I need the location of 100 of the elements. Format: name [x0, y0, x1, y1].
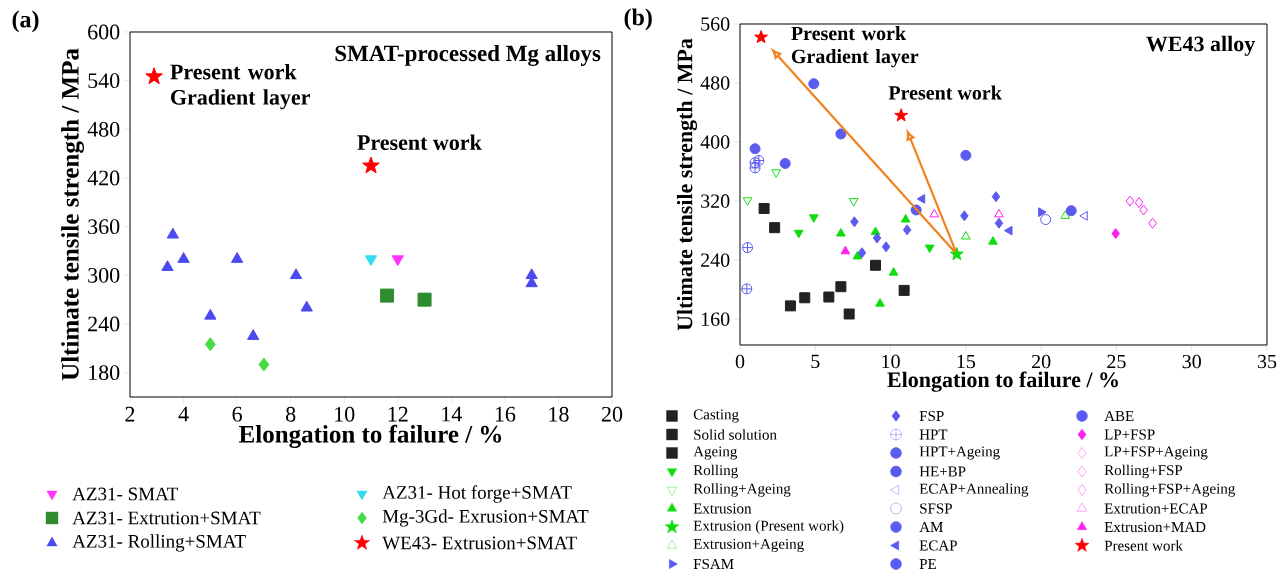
legend-label: HE+BP	[919, 466, 966, 477]
y-tick-label: 540	[88, 73, 120, 89]
point	[1038, 207, 1047, 217]
point	[870, 259, 882, 271]
point	[888, 267, 899, 276]
point	[749, 157, 761, 169]
point	[848, 198, 859, 207]
y-tick-label: 600	[88, 24, 120, 40]
point	[1125, 195, 1135, 207]
x-tick-label: 30	[1182, 354, 1201, 369]
x-tick-label: 20	[1032, 354, 1051, 369]
y-tick-label: 160	[701, 312, 730, 326]
annotation: Present work	[357, 134, 482, 150]
point	[900, 214, 911, 223]
point	[1004, 225, 1013, 236]
point	[1040, 214, 1052, 226]
x-tick-label: 10	[882, 354, 900, 369]
point	[875, 298, 885, 307]
point	[924, 244, 935, 254]
legend-label: ECAP	[919, 540, 957, 551]
point	[902, 224, 912, 236]
y-axis-title: Ultimate tensile strength / MPa	[676, 38, 698, 331]
point	[852, 250, 863, 260]
point	[857, 247, 867, 259]
point	[145, 67, 163, 85]
point	[961, 231, 971, 240]
point	[1148, 217, 1157, 229]
point	[793, 229, 804, 239]
x-tick-label: 6	[232, 406, 242, 422]
point	[916, 194, 926, 204]
point	[300, 300, 313, 312]
point	[850, 216, 859, 228]
y-tick-label: 420	[87, 170, 120, 186]
legend-label: Rolling+Ageing	[693, 483, 791, 497]
point	[769, 222, 781, 234]
point	[754, 30, 768, 44]
legend-label: LP+FSP+Ageing	[1104, 446, 1208, 460]
point	[840, 245, 851, 255]
x-tick-label: 0	[735, 354, 745, 369]
x-tick-label: 4	[178, 406, 189, 422]
point	[1079, 211, 1088, 221]
x-tick-label: 8	[286, 406, 296, 422]
x-axis-title: Elongation to failure / %	[887, 371, 1118, 392]
point	[823, 291, 835, 303]
point	[988, 236, 998, 245]
point	[204, 308, 217, 320]
point	[843, 308, 855, 320]
point	[289, 268, 303, 280]
point	[991, 191, 1001, 203]
point	[808, 214, 819, 223]
point	[204, 337, 216, 352]
point	[835, 281, 847, 293]
legend-label: WE43- Extrusion+SMAT	[382, 536, 577, 550]
text: (b)	[624, 8, 652, 31]
point	[898, 284, 910, 296]
point	[784, 300, 796, 312]
legend-label: Extrusion	[693, 503, 752, 514]
x-tick-label: 20	[601, 406, 623, 422]
point	[258, 357, 270, 372]
y-tick-label: 180	[89, 365, 120, 381]
x-tick-label: 14	[442, 406, 462, 422]
legend-label: AM	[919, 522, 943, 532]
point	[994, 217, 1004, 229]
point	[1134, 197, 1144, 209]
point	[836, 228, 846, 237]
point	[1111, 228, 1120, 240]
legend-label: AZ31- Rolling+SMAT	[72, 534, 246, 552]
legend-label: ECAP+Annealing	[919, 483, 1029, 497]
point	[1060, 210, 1071, 219]
legend-label: ABE	[1104, 411, 1134, 421]
x-tick-label: 18	[549, 406, 569, 422]
point	[771, 169, 781, 178]
point	[742, 197, 753, 206]
annotation: Present work	[888, 85, 1002, 100]
point	[779, 157, 791, 169]
point	[960, 210, 969, 222]
y-axis-title: Ultimate tensile strength / MPa	[61, 48, 85, 381]
point	[758, 202, 770, 214]
point	[835, 128, 847, 140]
text: (a)	[12, 10, 39, 33]
legend-label: Extrusion (Present work)	[693, 520, 844, 534]
point	[166, 227, 179, 239]
point	[1065, 205, 1077, 217]
legend-label: FSAM	[693, 558, 734, 570]
point	[749, 143, 761, 155]
y-tick-label: 560	[701, 17, 730, 31]
legend-label: Extrution+ECAP	[1104, 503, 1208, 514]
legend-label: Rolling	[693, 464, 738, 479]
x-tick-label: 15	[957, 354, 976, 369]
x-tick-label: 35	[1257, 354, 1277, 369]
point	[161, 260, 174, 271]
y-tick-label: 360	[88, 219, 120, 235]
annotation: Present work Gradient layer	[170, 63, 311, 110]
legend-label: Ageing	[693, 446, 738, 460]
legend-label: SFSP	[920, 503, 952, 514]
point	[872, 232, 882, 244]
legend-label: HPT	[919, 429, 948, 440]
legend-label: Rolling+FSP+Ageing	[1104, 483, 1236, 497]
y-tick-label: 240	[701, 253, 730, 267]
legend-label: Solid solution	[694, 429, 777, 440]
